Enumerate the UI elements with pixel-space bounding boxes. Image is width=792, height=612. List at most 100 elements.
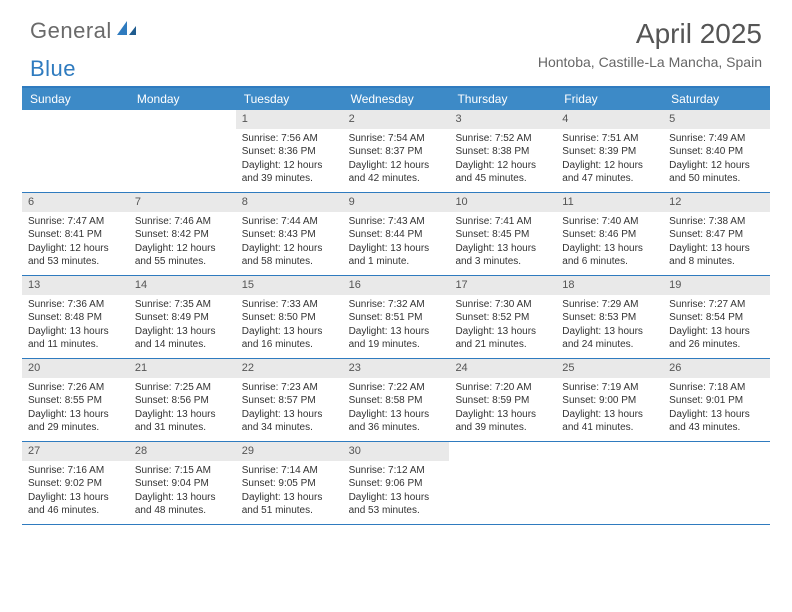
sunrise-text: Sunrise: 7:22 AM — [349, 381, 444, 395]
brand-text-gray: General — [30, 18, 112, 44]
sunrise-text: Sunrise: 7:16 AM — [28, 464, 123, 478]
sunset-text: Sunset: 8:40 PM — [669, 145, 764, 159]
sunset-text: Sunset: 8:59 PM — [455, 394, 550, 408]
day-number: 7 — [129, 193, 236, 212]
daylight-text: Daylight: 13 hours and 26 minutes. — [669, 325, 764, 352]
sunset-text: Sunset: 8:45 PM — [455, 228, 550, 242]
day-body: Sunrise: 7:43 AMSunset: 8:44 PMDaylight:… — [343, 212, 450, 273]
day-number: 10 — [449, 193, 556, 212]
day-number: 1 — [236, 110, 343, 129]
daylight-text: Daylight: 12 hours and 55 minutes. — [135, 242, 230, 269]
week-row: 20Sunrise: 7:26 AMSunset: 8:55 PMDayligh… — [22, 359, 770, 442]
sunset-text: Sunset: 8:36 PM — [242, 145, 337, 159]
daylight-text: Daylight: 13 hours and 34 minutes. — [242, 408, 337, 435]
day-number: 27 — [22, 442, 129, 461]
dayhead-fri: Friday — [556, 88, 663, 110]
sunrise-text: Sunrise: 7:51 AM — [562, 132, 657, 146]
day-cell: 30Sunrise: 7:12 AMSunset: 9:06 PMDayligh… — [343, 442, 450, 524]
sunrise-text: Sunrise: 7:26 AM — [28, 381, 123, 395]
dayhead-sat: Saturday — [663, 88, 770, 110]
sunrise-text: Sunrise: 7:41 AM — [455, 215, 550, 229]
day-number: 18 — [556, 276, 663, 295]
sunrise-text: Sunrise: 7:20 AM — [455, 381, 550, 395]
sunset-text: Sunset: 8:49 PM — [135, 311, 230, 325]
day-body: Sunrise: 7:12 AMSunset: 9:06 PMDaylight:… — [343, 461, 450, 522]
sunrise-text: Sunrise: 7:44 AM — [242, 215, 337, 229]
sunset-text: Sunset: 9:02 PM — [28, 477, 123, 491]
sunset-text: Sunset: 8:47 PM — [669, 228, 764, 242]
sunset-text: Sunset: 9:01 PM — [669, 394, 764, 408]
day-number: 14 — [129, 276, 236, 295]
daylight-text: Daylight: 13 hours and 3 minutes. — [455, 242, 550, 269]
daylight-text: Daylight: 13 hours and 11 minutes. — [28, 325, 123, 352]
sunset-text: Sunset: 8:46 PM — [562, 228, 657, 242]
daylight-text: Daylight: 13 hours and 8 minutes. — [669, 242, 764, 269]
day-cell: 3Sunrise: 7:52 AMSunset: 8:38 PMDaylight… — [449, 110, 556, 192]
sunrise-text: Sunrise: 7:35 AM — [135, 298, 230, 312]
sunset-text: Sunset: 8:51 PM — [349, 311, 444, 325]
sunrise-text: Sunrise: 7:25 AM — [135, 381, 230, 395]
daylight-text: Daylight: 12 hours and 47 minutes. — [562, 159, 657, 186]
day-cell: 24Sunrise: 7:20 AMSunset: 8:59 PMDayligh… — [449, 359, 556, 441]
sunrise-text: Sunrise: 7:43 AM — [349, 215, 444, 229]
sunset-text: Sunset: 9:05 PM — [242, 477, 337, 491]
day-number — [449, 442, 556, 446]
day-body: Sunrise: 7:47 AMSunset: 8:41 PMDaylight:… — [22, 212, 129, 273]
day-body: Sunrise: 7:15 AMSunset: 9:04 PMDaylight:… — [129, 461, 236, 522]
day-number: 11 — [556, 193, 663, 212]
sunset-text: Sunset: 8:37 PM — [349, 145, 444, 159]
dayhead-mon: Monday — [129, 88, 236, 110]
day-number: 9 — [343, 193, 450, 212]
day-cell: 13Sunrise: 7:36 AMSunset: 8:48 PMDayligh… — [22, 276, 129, 358]
day-cell: 18Sunrise: 7:29 AMSunset: 8:53 PMDayligh… — [556, 276, 663, 358]
daylight-text: Daylight: 13 hours and 1 minute. — [349, 242, 444, 269]
sunset-text: Sunset: 8:56 PM — [135, 394, 230, 408]
sunset-text: Sunset: 8:44 PM — [349, 228, 444, 242]
day-number — [663, 442, 770, 446]
day-cell: 19Sunrise: 7:27 AMSunset: 8:54 PMDayligh… — [663, 276, 770, 358]
day-body: Sunrise: 7:20 AMSunset: 8:59 PMDaylight:… — [449, 378, 556, 439]
day-number: 21 — [129, 359, 236, 378]
daylight-text: Daylight: 13 hours and 48 minutes. — [135, 491, 230, 518]
day-body: Sunrise: 7:51 AMSunset: 8:39 PMDaylight:… — [556, 129, 663, 190]
day-cell: 28Sunrise: 7:15 AMSunset: 9:04 PMDayligh… — [129, 442, 236, 524]
sunrise-text: Sunrise: 7:18 AM — [669, 381, 764, 395]
day-cell: 29Sunrise: 7:14 AMSunset: 9:05 PMDayligh… — [236, 442, 343, 524]
sunset-text: Sunset: 8:50 PM — [242, 311, 337, 325]
sunset-text: Sunset: 8:42 PM — [135, 228, 230, 242]
day-cell — [129, 110, 236, 192]
day-body: Sunrise: 7:38 AMSunset: 8:47 PMDaylight:… — [663, 212, 770, 273]
sunset-text: Sunset: 9:06 PM — [349, 477, 444, 491]
day-cell: 26Sunrise: 7:18 AMSunset: 9:01 PMDayligh… — [663, 359, 770, 441]
sunset-text: Sunset: 8:43 PM — [242, 228, 337, 242]
day-body: Sunrise: 7:30 AMSunset: 8:52 PMDaylight:… — [449, 295, 556, 356]
day-body: Sunrise: 7:44 AMSunset: 8:43 PMDaylight:… — [236, 212, 343, 273]
day-cell — [556, 442, 663, 524]
sunset-text: Sunset: 8:52 PM — [455, 311, 550, 325]
sunrise-text: Sunrise: 7:49 AM — [669, 132, 764, 146]
sunrise-text: Sunrise: 7:23 AM — [242, 381, 337, 395]
day-body: Sunrise: 7:32 AMSunset: 8:51 PMDaylight:… — [343, 295, 450, 356]
day-body: Sunrise: 7:49 AMSunset: 8:40 PMDaylight:… — [663, 129, 770, 190]
day-cell: 27 Sunrise: 7:16 AMSunset: 9:02 PMDayligh… — [22, 442, 129, 524]
day-body: Sunrise: 7:46 AMSunset: 8:42 PMDaylight:… — [129, 212, 236, 273]
sunset-text: Sunset: 8:57 PM — [242, 394, 337, 408]
day-cell — [663, 442, 770, 524]
sunrise-text: Sunrise: 7:40 AM — [562, 215, 657, 229]
sunset-text: Sunset: 8:53 PM — [562, 311, 657, 325]
day-body: Sunrise: 7:25 AMSunset: 8:56 PMDaylight:… — [129, 378, 236, 439]
day-body: Sunrise: 7:19 AMSunset: 9:00 PMDaylight:… — [556, 378, 663, 439]
day-body: Sunrise: 7:33 AMSunset: 8:50 PMDaylight:… — [236, 295, 343, 356]
daylight-text: Daylight: 13 hours and 16 minutes. — [242, 325, 337, 352]
sunrise-text: Sunrise: 7:12 AM — [349, 464, 444, 478]
day-cell: 1Sunrise: 7:56 AMSunset: 8:36 PMDaylight… — [236, 110, 343, 192]
sunrise-text: Sunrise: 7:19 AM — [562, 381, 657, 395]
daylight-text: Daylight: 12 hours and 50 minutes. — [669, 159, 764, 186]
sunset-text: Sunset: 8:38 PM — [455, 145, 550, 159]
day-cell — [449, 442, 556, 524]
day-number: 12 — [663, 193, 770, 212]
day-number: 8 — [236, 193, 343, 212]
title-block: April 2025 Hontoba, Castille-La Mancha, … — [538, 18, 762, 70]
day-header-row: Sunday Monday Tuesday Wednesday Thursday… — [22, 88, 770, 110]
daylight-text: Daylight: 13 hours and 46 minutes. — [28, 491, 123, 518]
